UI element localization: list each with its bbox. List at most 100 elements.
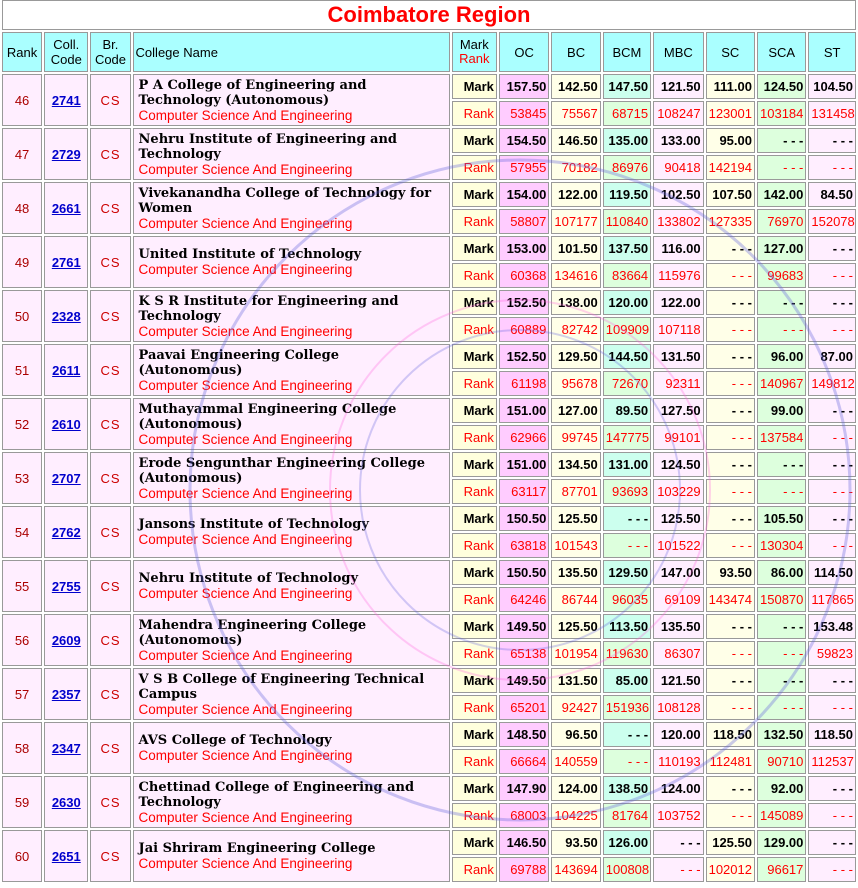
st-mark: 87.00 bbox=[808, 344, 856, 369]
sc-rank: - - - bbox=[705, 479, 755, 504]
college-row-ranks: Rank 69788 143694 100808- - -102012 96617- -… bbox=[2, 857, 856, 882]
college-code-link[interactable]: 2651 bbox=[51, 848, 81, 864]
branch-code-cell: CS bbox=[90, 776, 131, 828]
branch-name: Computer Science And Engineering bbox=[138, 809, 353, 825]
rank-label: Rank bbox=[451, 155, 497, 180]
branch-name: Computer Science And Engineering bbox=[138, 748, 353, 763]
bc-rank: 99745 bbox=[551, 425, 601, 450]
oc-mark: 151.00 bbox=[498, 398, 550, 423]
header-sc: SC bbox=[705, 32, 755, 72]
sc-rank: - - - bbox=[705, 533, 755, 558]
oc-rank: 64246 bbox=[498, 587, 550, 612]
college-code-link[interactable]: 2761 bbox=[51, 254, 81, 270]
mbc-mark: - - - bbox=[653, 830, 704, 855]
sca-rank: 99683 bbox=[756, 263, 807, 288]
bc-rank: 134616 bbox=[551, 263, 601, 288]
bcm-mark: 137.50 bbox=[602, 236, 652, 261]
branch-name: Computer Science And Engineering bbox=[138, 377, 353, 393]
oc-rank: 69788 bbox=[498, 857, 550, 882]
branch-name: Computer Science And Engineering bbox=[138, 431, 353, 447]
mbc-rank: 69109 bbox=[653, 587, 704, 612]
branch-name: Computer Science And Engineering bbox=[138, 532, 353, 547]
sca-mark: 86.00 bbox=[756, 560, 807, 585]
college-code-link[interactable]: 2755 bbox=[51, 578, 81, 594]
college-code-link[interactable]: 2357 bbox=[51, 686, 81, 702]
bc-rank: 86744 bbox=[551, 587, 601, 612]
bcm-rank: 151936 bbox=[602, 695, 652, 720]
mbc-rank: 115976 bbox=[653, 263, 704, 288]
rank-label: Rank bbox=[451, 101, 497, 126]
st-mark: - - - bbox=[808, 236, 856, 261]
college-name: United Institute of Technology bbox=[138, 247, 362, 262]
mbc-mark: 121.50 bbox=[653, 668, 704, 693]
college-code-cell: 2347 bbox=[44, 722, 89, 774]
bc-rank: 143694 bbox=[551, 857, 601, 882]
oc-mark: 149.50 bbox=[498, 668, 550, 693]
sc-rank: 143474 bbox=[705, 587, 755, 612]
sc-rank: 123001 bbox=[705, 101, 755, 126]
college-code-link[interactable]: 2610 bbox=[51, 416, 81, 432]
bcm-rank: 100808 bbox=[602, 857, 652, 882]
bc-rank: 87701 bbox=[551, 479, 601, 504]
sc-mark: - - - bbox=[705, 776, 755, 801]
sca-mark: 96.00 bbox=[756, 344, 807, 369]
college-row: 60 2651 CS Jai Shriram Engineering College C… bbox=[2, 830, 856, 882]
college-name-cell: Nehru Institute of Technology Computer Sc… bbox=[132, 560, 450, 612]
branch-code-cell: CS bbox=[90, 74, 131, 126]
oc-rank: 63117 bbox=[498, 479, 550, 504]
st-rank: 112537 bbox=[808, 749, 856, 774]
college-name-cell: Jai Shriram Engineering College Computer … bbox=[132, 830, 450, 882]
bc-rank: 101543 bbox=[551, 533, 601, 558]
bcm-mark: 89.50 bbox=[602, 398, 652, 423]
college-row-ranks: Rank 63818 101543- - -101522- - -130304- -… bbox=[2, 533, 856, 558]
sca-mark: 129.00 bbox=[756, 830, 807, 855]
sc-rank: - - - bbox=[705, 803, 755, 828]
mbc-rank: 103229 bbox=[653, 479, 704, 504]
oc-rank: 63818 bbox=[498, 533, 550, 558]
bcm-rank: 147775 bbox=[602, 425, 652, 450]
mark-label: Mark bbox=[451, 236, 497, 261]
college-code-link[interactable]: 2609 bbox=[51, 632, 81, 648]
college-code-link[interactable]: 2347 bbox=[51, 740, 81, 756]
rank-label: Rank bbox=[451, 857, 497, 882]
sca-rank: 150870 bbox=[756, 587, 807, 612]
mark-label: Mark bbox=[451, 668, 497, 693]
college-code-cell: 2609 bbox=[44, 614, 89, 666]
mark-label: Mark bbox=[451, 344, 497, 369]
sc-rank: - - - bbox=[705, 371, 755, 396]
sc-mark: - - - bbox=[705, 668, 755, 693]
st-rank: 131458 bbox=[808, 101, 856, 126]
college-code-link[interactable]: 2630 bbox=[51, 794, 81, 810]
branch-name: Computer Science And Engineering bbox=[138, 586, 353, 601]
sc-mark: - - - bbox=[705, 398, 755, 423]
oc-rank: 58807 bbox=[498, 209, 550, 234]
bcm-rank: 83664 bbox=[602, 263, 652, 288]
college-code-cell: 2762 bbox=[44, 506, 89, 558]
rank-cell: 55 bbox=[2, 560, 43, 612]
sc-rank: 112481 bbox=[705, 749, 755, 774]
bcm-mark: 147.50 bbox=[602, 74, 652, 99]
bcm-rank: 109909 bbox=[602, 317, 652, 342]
sc-mark: 125.50 bbox=[705, 830, 755, 855]
mbc-mark: 121.50 bbox=[653, 74, 704, 99]
bc-mark: 125.50 bbox=[551, 506, 601, 531]
college-code-link[interactable]: 2328 bbox=[51, 308, 81, 324]
college-code-link[interactable]: 2611 bbox=[52, 362, 81, 378]
college-code-link[interactable]: 2729 bbox=[51, 146, 81, 162]
st-mark: - - - bbox=[808, 452, 856, 477]
bc-mark: 93.50 bbox=[551, 830, 601, 855]
college-code-link[interactable]: 2741 bbox=[51, 92, 81, 108]
college-code-link[interactable]: 2661 bbox=[51, 200, 81, 216]
oc-mark: 157.50 bbox=[498, 74, 550, 99]
rank-label: Rank bbox=[451, 209, 497, 234]
college-name: P A College of Engineering and Technolog… bbox=[138, 77, 367, 108]
mark-label: Mark bbox=[451, 128, 497, 153]
sc-mark: - - - bbox=[705, 344, 755, 369]
st-rank: - - - bbox=[808, 263, 856, 288]
college-code-link[interactable]: 2762 bbox=[51, 524, 81, 540]
sc-mark: - - - bbox=[705, 614, 755, 639]
college-code-cell: 2357 bbox=[44, 668, 89, 720]
st-mark: 118.50 bbox=[808, 722, 856, 747]
college-code-link[interactable]: 2707 bbox=[51, 470, 81, 486]
